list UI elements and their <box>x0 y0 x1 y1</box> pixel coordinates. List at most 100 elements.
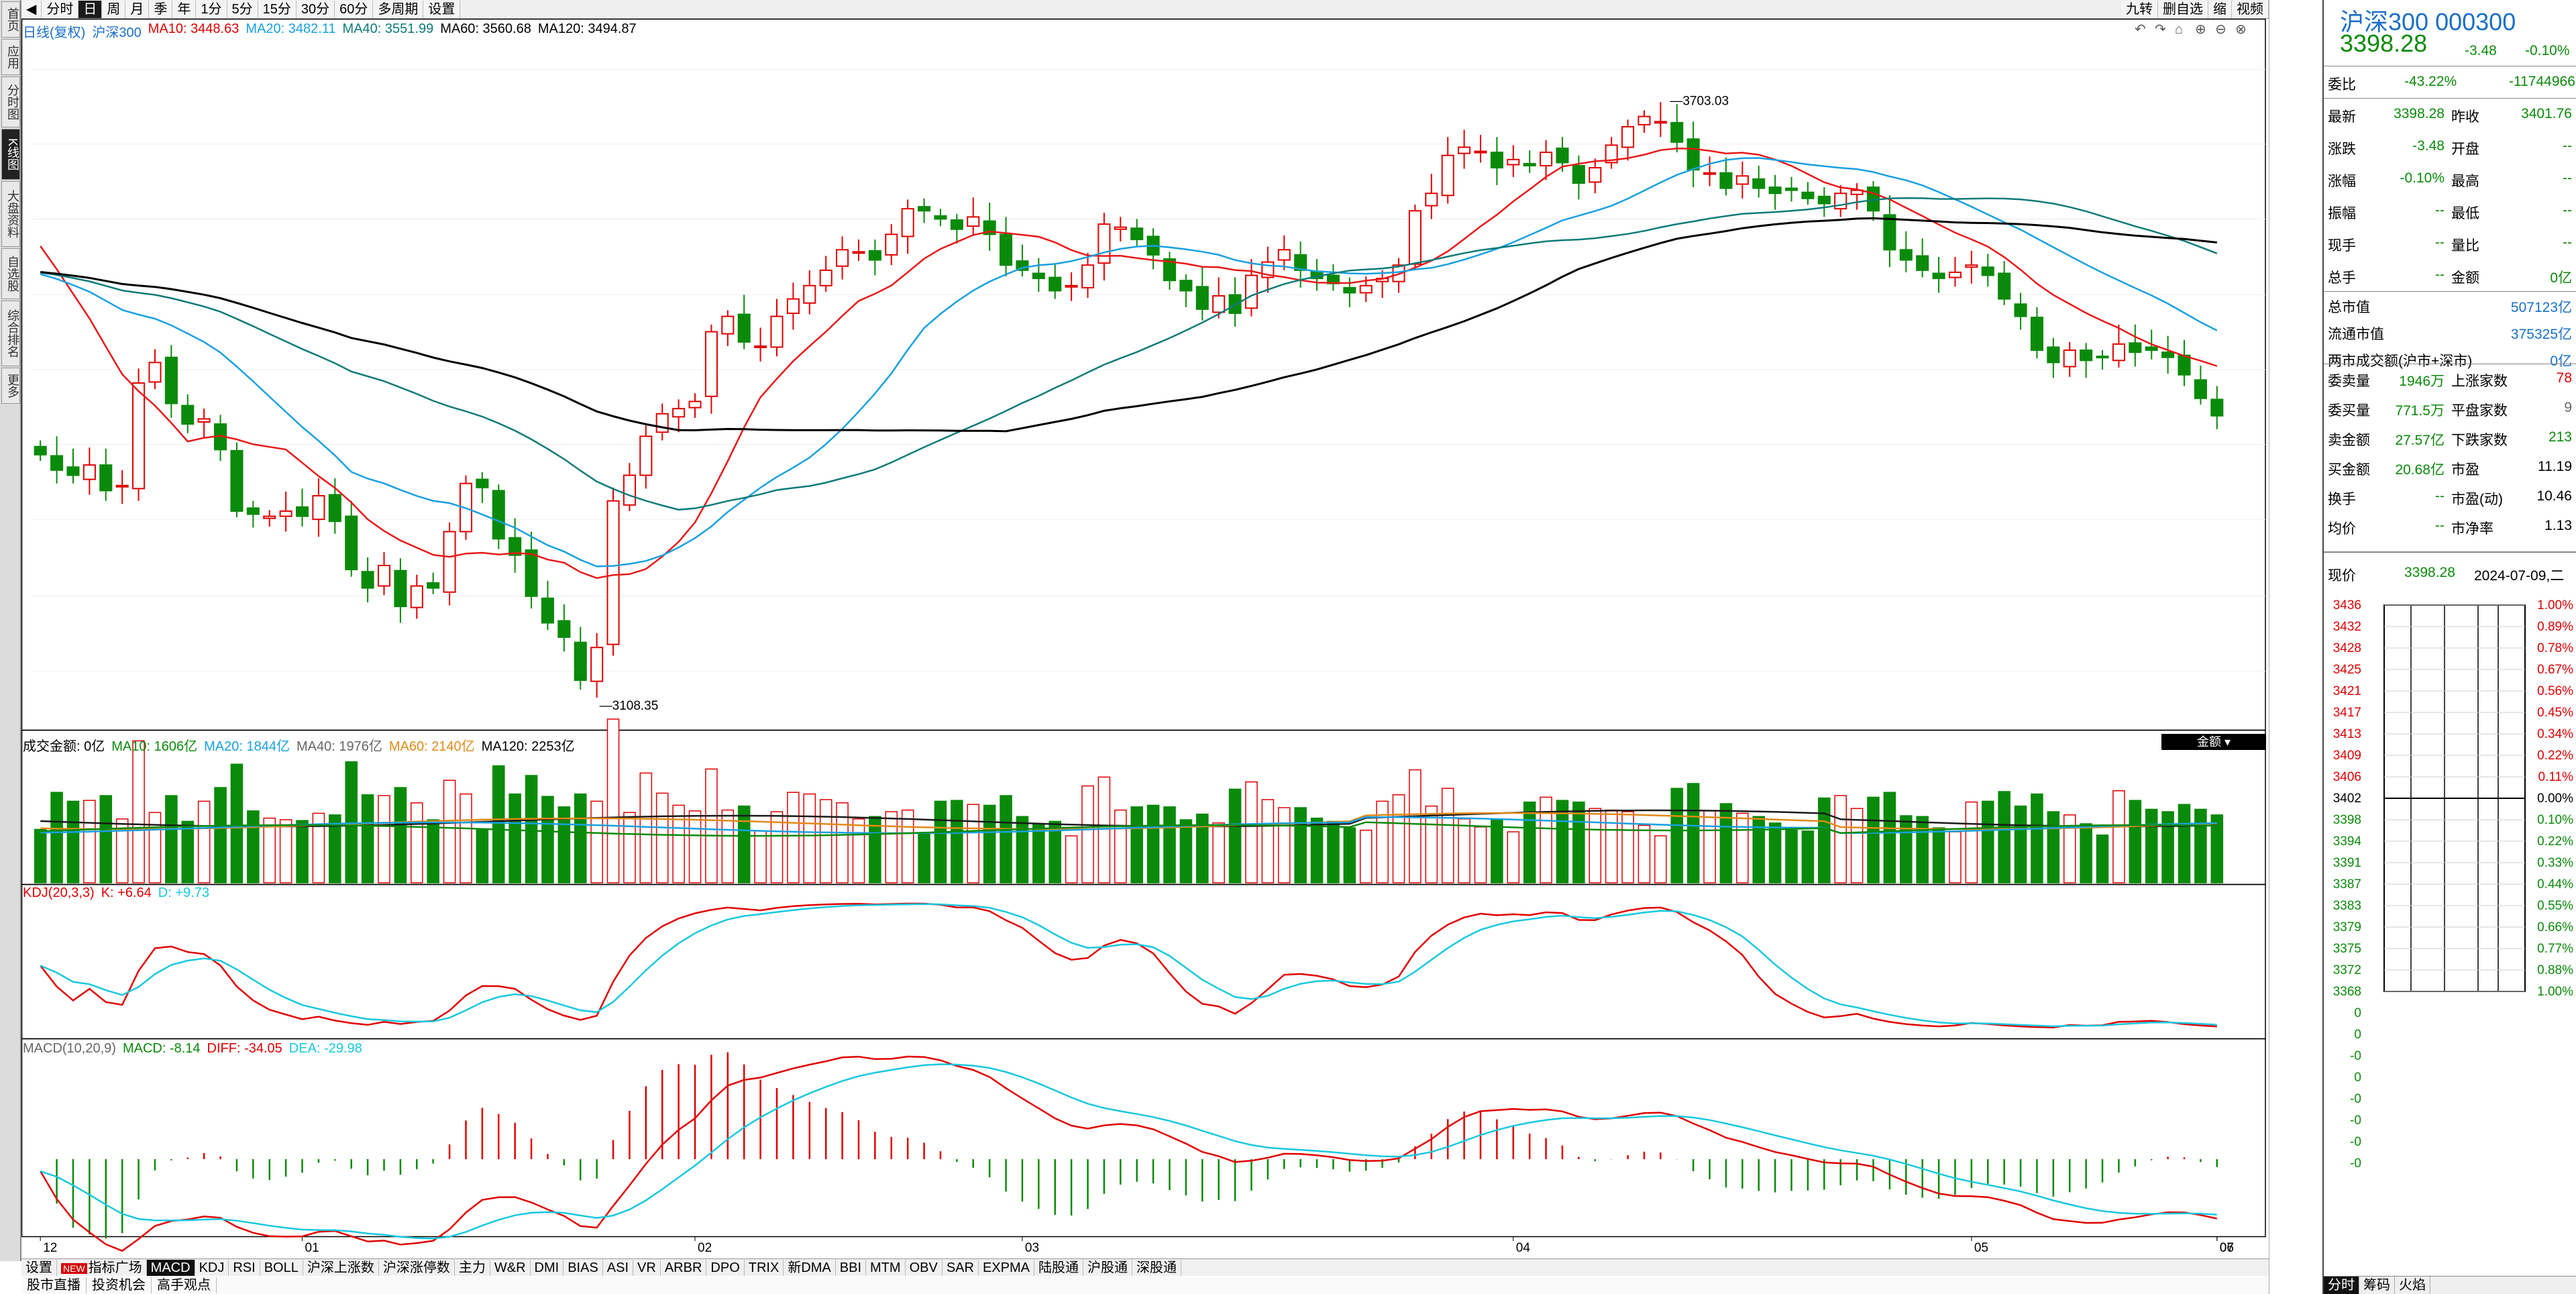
period-9[interactable]: 30分 <box>296 0 335 18</box>
tick-right-label: 0.22% <box>2537 834 2573 849</box>
indicator-tab-12[interactable]: ASI <box>603 1259 634 1276</box>
indicator-tab-7[interactable]: 沪深涨停数 <box>379 1259 455 1276</box>
right-tab-2[interactable]: 火焰 <box>2395 1277 2430 1294</box>
volume-bar <box>165 795 178 883</box>
indicator-tab-label: DPO <box>710 1260 740 1275</box>
candle <box>704 324 718 414</box>
amount-badge[interactable]: 金额 ▾ <box>2161 734 2266 750</box>
period-10[interactable]: 60分 <box>335 0 374 18</box>
right-tool-1[interactable]: 删自选 <box>2158 0 2208 18</box>
sidebar-item-1[interactable]: 应用 <box>1 39 20 75</box>
period-12[interactable]: 设置 <box>423 0 461 18</box>
period-8[interactable]: 15分 <box>258 0 297 18</box>
indicator-tab-23[interactable]: 陆股通 <box>1034 1259 1083 1276</box>
indicator-tab-10[interactable]: DMI <box>531 1259 564 1276</box>
right-tool-0[interactable]: 九转 <box>2121 0 2158 18</box>
chart-area[interactable]: 3736366335903516344333703297322231491201… <box>21 19 2269 1253</box>
indicator-tab-22[interactable]: EXPMA <box>979 1259 1034 1276</box>
indicator-tab-5[interactable]: BOLL <box>260 1259 303 1276</box>
volume-bar <box>66 800 80 883</box>
period-11[interactable]: 多周期 <box>373 0 424 18</box>
indicator-tab-21[interactable]: SAR <box>943 1259 979 1276</box>
tick-right-label: 0.88% <box>2537 963 2573 977</box>
stat-v1: -- <box>2435 518 2445 533</box>
candle <box>1425 174 1438 219</box>
volume-bar <box>885 811 898 883</box>
indicator-tab-8[interactable]: 主力 <box>455 1259 490 1276</box>
bottom-link-2[interactable]: 高手观点 <box>152 1277 217 1293</box>
indicator-tab-6[interactable]: 沪深上涨数 <box>303 1259 379 1276</box>
chart-tool-icon[interactable]: ⊖ <box>2215 22 2226 37</box>
kdj-label: KDJ(20,3,3) <box>23 885 95 900</box>
chart-tool-icon[interactable]: ⊗ <box>2235 22 2247 37</box>
volume-bar <box>606 718 620 883</box>
indicator-tab-19[interactable]: MTM <box>866 1259 906 1276</box>
stat-row-4: 换手 -- 市盈(动) 10.46 <box>2324 482 2576 511</box>
indicator-tab-16[interactable]: TRIX <box>745 1259 784 1276</box>
right-tab-0[interactable]: 分时 <box>2324 1277 2359 1294</box>
candle <box>377 552 391 596</box>
candle <box>639 425 653 489</box>
kline-chart[interactable]: 3736366335903516344333703297322231491201… <box>21 19 2269 1253</box>
candle <box>983 203 996 251</box>
indicator-tab-0[interactable]: 设置 <box>21 1259 57 1276</box>
indicator-tab-11[interactable]: BIAS <box>564 1259 603 1276</box>
candle <box>737 294 751 349</box>
indicator-tab-1[interactable]: NEW 指标广场 <box>57 1259 147 1276</box>
indicator-tab-4[interactable]: RSI <box>229 1259 260 1276</box>
panel-frame-2 <box>21 883 2266 1040</box>
period-3[interactable]: 月 <box>125 0 150 18</box>
chart-tool-icon[interactable]: ⌂ <box>2175 22 2183 37</box>
sidebar-item-6[interactable]: 综合排名 <box>1 301 20 366</box>
indicator-tab-9[interactable]: W&R <box>490 1259 531 1276</box>
tick-chart[interactable]: 3436 3432 3428 3425 3421 3417 3413 3409 3406 3402… <box>2324 597 2576 1268</box>
chart-tool-icon[interactable]: ↶ <box>2135 22 2146 37</box>
sidebar-item-0[interactable]: 首页 <box>1 1 20 38</box>
period-0[interactable]: 分时 <box>42 0 79 18</box>
indicator-tab-24[interactable]: 沪股通 <box>1083 1259 1132 1276</box>
chart-tool-icon[interactable]: ↷ <box>2155 22 2166 37</box>
ma40-line <box>40 197 2218 511</box>
candle <box>606 487 620 656</box>
bottom-link-1[interactable]: 投资机会 <box>87 1277 152 1293</box>
period-4[interactable]: 季 <box>149 0 173 18</box>
candle <box>688 393 702 418</box>
candle <box>1376 270 1389 299</box>
right-tool-3[interactable]: 视频 <box>2232 0 2269 18</box>
stat-l1: 委卖量 <box>2328 374 2370 389</box>
indicator-tab-3[interactable]: KDJ <box>195 1259 229 1276</box>
indicator-tab-20[interactable]: OBV <box>906 1259 943 1276</box>
right-tab-1[interactable]: 筹码 <box>2359 1277 2395 1294</box>
indicator-tab-18[interactable]: BBI <box>836 1259 867 1276</box>
volume-bar <box>50 792 63 883</box>
back-arrow-icon[interactable]: ◀ <box>21 0 42 18</box>
period-1[interactable]: 日 <box>78 0 103 18</box>
kdj-d-line <box>40 903 2217 1028</box>
right-tool-2[interactable]: 缩 <box>2208 0 2232 18</box>
sidebar-item-3[interactable]: K线图 <box>1 129 20 180</box>
period-5[interactable]: 年 <box>172 0 197 18</box>
indicator-tab-15[interactable]: DPO <box>706 1259 745 1276</box>
indicator-tab-14[interactable]: ARBR <box>661 1259 707 1276</box>
candle <box>148 349 162 390</box>
volume-bar <box>1491 819 1503 883</box>
period-6[interactable]: 1分 <box>196 0 227 18</box>
quote-row-0: 最新 3398.28 昨收 3401.76 <box>2324 98 2576 130</box>
legend-ma20: MA20: 3482.11 <box>246 21 336 36</box>
chart-tool-icon[interactable]: ⊕ <box>2195 22 2206 37</box>
indicator-tab-13[interactable]: VR <box>633 1259 661 1276</box>
sidebar-item-2[interactable]: 分时图 <box>1 76 20 127</box>
sidebar-item-5[interactable]: 自选股 <box>1 248 20 299</box>
quote-row-5-c0: 总手 <box>2328 270 2356 286</box>
stat-l2: 市净率 <box>2451 521 2493 537</box>
tick-left-label: 0 <box>2354 1028 2361 1042</box>
period-2[interactable]: 周 <box>102 0 126 18</box>
bottom-link-0[interactable]: 股市直播 <box>21 1277 87 1293</box>
indicator-tab-17[interactable]: 新DMA <box>784 1259 836 1276</box>
sidebar-item-4[interactable]: 大盘资料 <box>1 181 20 247</box>
period-7[interactable]: 5分 <box>227 0 258 18</box>
indicator-tab-2[interactable]: MACD <box>146 1259 195 1276</box>
volume-bar <box>2178 804 2191 883</box>
indicator-tab-25[interactable]: 深股通 <box>1132 1259 1181 1276</box>
sidebar-item-7[interactable]: 更多 <box>1 368 20 404</box>
